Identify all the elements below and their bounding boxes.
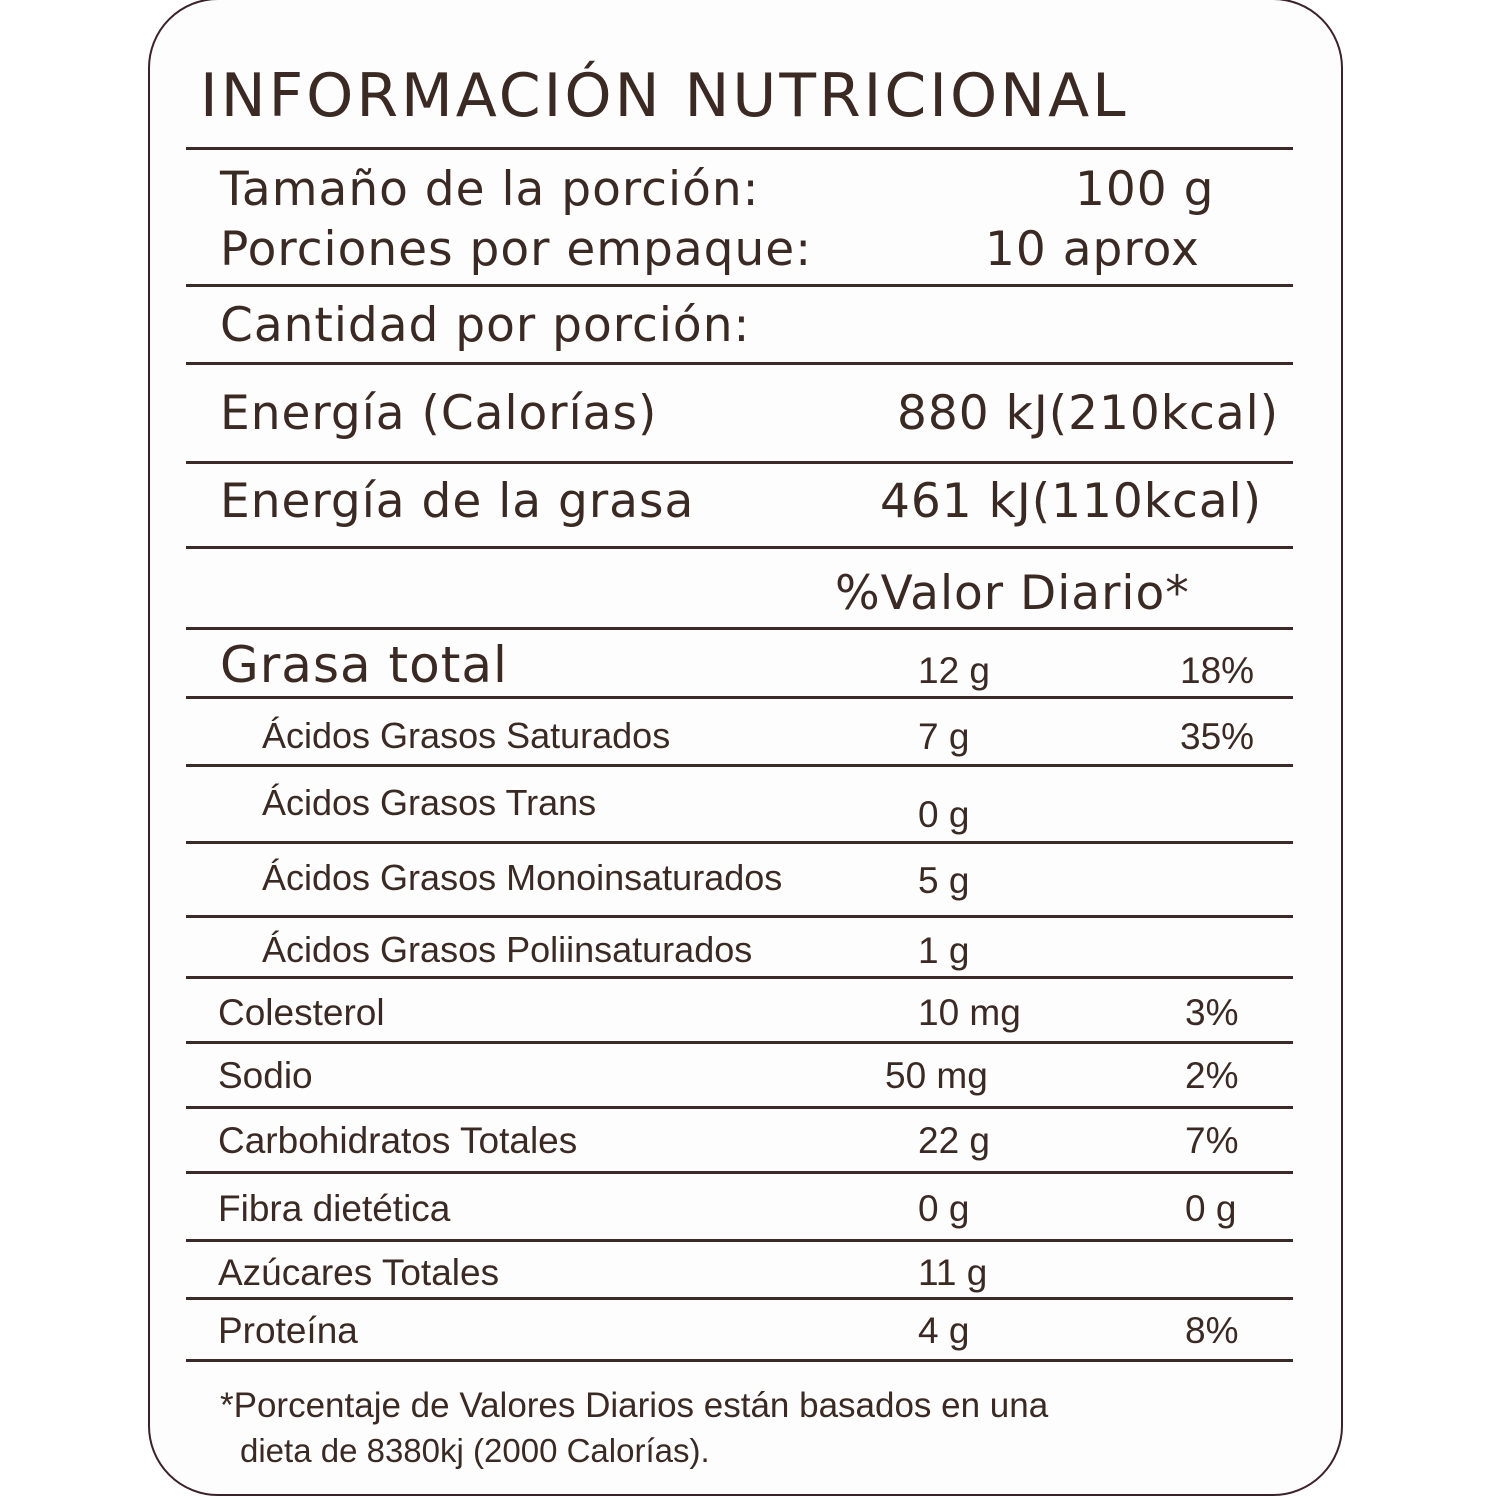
nutrient-label: Proteína (218, 1310, 358, 1351)
divider (186, 546, 1293, 549)
nutrient-amount: 12 g (918, 650, 991, 691)
nutrient-amount: 5 g (918, 860, 970, 901)
energy-fat-value: 461 kJ(110kcal) (880, 474, 1263, 529)
nutrient-amount: 1 g (918, 930, 970, 971)
nutrient-label: Ácidos Grasos Saturados (262, 715, 671, 756)
divider (186, 1041, 1293, 1044)
nutrient-daily-value: 18% (1180, 650, 1255, 691)
divider (186, 764, 1293, 767)
nutrient-amount: 10 mg (918, 992, 1021, 1033)
nutrient-label: Colesterol (218, 992, 385, 1033)
nutrient-amount: 0 g (918, 794, 970, 835)
nutrient-label: Ácidos Grasos Monoinsaturados (262, 857, 783, 898)
divider (186, 627, 1293, 630)
nutrient-label: Ácidos Grasos Poliinsaturados (262, 929, 753, 970)
divider (186, 696, 1293, 699)
divider (186, 147, 1293, 150)
nutrient-daily-value: 3% (1185, 992, 1239, 1033)
nutrient-daily-value: 7% (1185, 1120, 1239, 1161)
nutrient-amount: 4 g (918, 1310, 970, 1351)
divider (186, 915, 1293, 918)
nutrient-label: Fibra dietética (218, 1188, 451, 1229)
footnote-line-1: *Porcentaje de Valores Diarios están bas… (220, 1386, 1049, 1425)
divider (186, 284, 1293, 287)
nutrient-amount: 0 g (918, 1188, 970, 1229)
nutrient-amount: 7 g (918, 716, 970, 757)
nutrient-label: Azúcares Totales (218, 1252, 500, 1293)
energy-value: 880 kJ(210kcal) (897, 386, 1280, 441)
amount-per-serving-label: Cantidad por porción: (220, 298, 751, 353)
divider (186, 1359, 1293, 1362)
divider (186, 1297, 1293, 1300)
divider (186, 362, 1293, 365)
energy-label: Energía (Calorías) (220, 386, 658, 441)
nutrient-daily-value: 2% (1185, 1055, 1239, 1096)
divider (186, 1239, 1293, 1242)
divider (186, 461, 1293, 464)
servings-per-package-label: Porciones por empaque: (220, 222, 813, 277)
nutrient-daily-value: 0 g (1185, 1188, 1237, 1229)
nutrient-amount: 50 mg (885, 1055, 988, 1096)
footnote-line-2: dieta de 8380kj (2000 Calorías). (240, 1432, 710, 1469)
nutrient-label: Grasa total (220, 636, 508, 694)
energy-fat-label: Energía de la grasa (220, 474, 695, 529)
label-title: INFORMACIÓN NUTRICIONAL (200, 61, 1129, 131)
nutrient-label: Ácidos Grasos Trans (262, 782, 597, 823)
nutrient-amount: 11 g (918, 1252, 988, 1293)
divider (186, 1106, 1293, 1109)
serving-size-value: 100 g (1075, 162, 1215, 217)
nutrient-daily-value: 8% (1185, 1310, 1239, 1351)
nutrient-daily-value: 35% (1180, 716, 1255, 757)
divider (186, 976, 1293, 979)
nutrient-amount: 22 g (918, 1120, 991, 1161)
daily-value-header: %Valor Diario* (835, 566, 1190, 621)
nutrient-label: Carbohidratos Totales (218, 1120, 578, 1161)
nutrition-label-card (148, 0, 1343, 1496)
servings-per-package-value: 10 aprox (985, 222, 1200, 277)
divider (186, 1171, 1293, 1174)
nutrient-label: Sodio (218, 1055, 313, 1096)
divider (186, 841, 1293, 844)
serving-size-label: Tamaño de la porción: (220, 162, 760, 217)
